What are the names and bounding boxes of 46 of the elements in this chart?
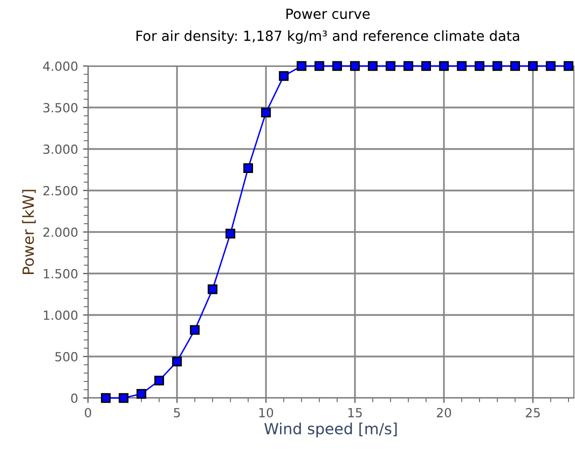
point [208,284,218,294]
point [314,61,324,71]
y-tick-label: 0 [71,393,78,403]
point [492,61,502,71]
point [386,61,396,71]
point [278,71,289,81]
point [368,61,378,71]
point [172,356,182,366]
point [421,61,431,71]
y-tick-label: 1.000 [44,310,78,320]
y-tick-label: 500 [55,352,78,362]
x-tick-label: 15 [348,408,362,418]
point [136,388,146,399]
point [439,61,449,71]
point [474,61,484,71]
y-tick-label: 3.000 [43,144,78,154]
y-axis-title: Power [kW] [22,190,36,274]
y-tick-label: 3.500 [43,102,78,112]
point [332,61,342,71]
x-tick-label: 20 [436,408,452,418]
x-tick-label: 0 [84,408,92,418]
point [456,61,467,71]
point [226,228,236,239]
chart-subtitle: For air density: 1,187 kg/m³ and reference climate data [136,30,520,44]
point [510,61,520,71]
point [100,393,111,403]
point [154,376,164,386]
x-tick-label: 25 [526,408,540,418]
point [528,61,538,71]
point [564,61,574,71]
x-axis-title: Wind speed [m/s] [264,422,397,438]
point [118,393,128,403]
point [350,61,360,71]
x-tick-label: 5 [174,408,180,418]
point [243,163,254,173]
chart-title: Power curve [286,8,370,20]
point [190,325,200,335]
point [403,61,414,71]
x-tick-label: 10 [259,408,274,418]
y-tick-label: 1.500 [44,268,78,278]
y-tick-label: 4.000 [43,61,78,71]
point [261,108,271,118]
point [546,61,556,71]
point [296,61,306,71]
y-tick-label: 2.000 [43,227,78,237]
y-tick-label: 2.500 [43,186,78,196]
